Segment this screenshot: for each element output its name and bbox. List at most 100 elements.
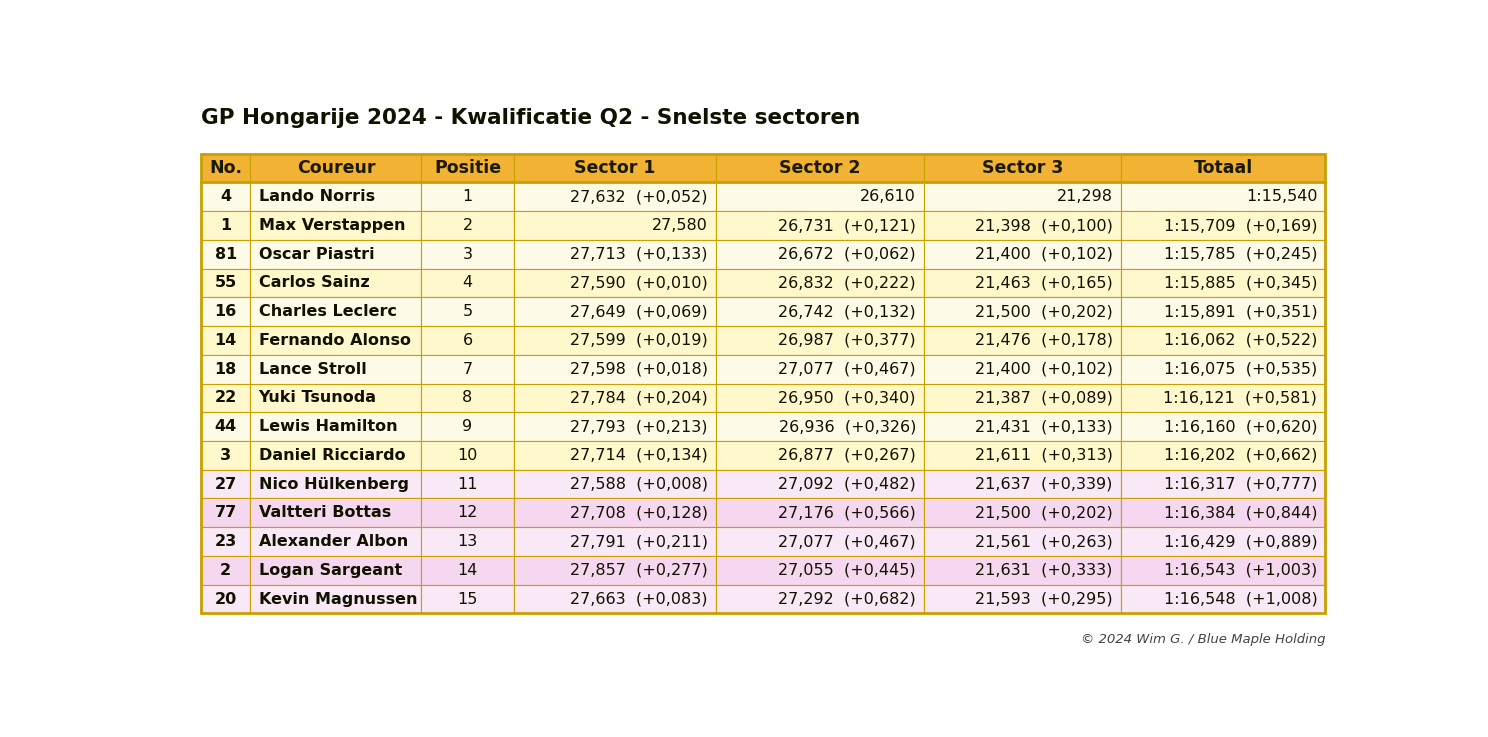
Text: Sector 1: Sector 1 [574, 159, 656, 177]
Text: 23: 23 [214, 534, 237, 549]
Bar [201, 268, 250, 297]
Bar [421, 412, 513, 441]
Bar [513, 354, 716, 383]
Text: 2: 2 [220, 563, 231, 578]
Bar [716, 154, 924, 183]
Text: 27,599  (+0,019): 27,599 (+0,019) [570, 333, 708, 348]
Bar [201, 556, 250, 584]
Text: 1:16,062  (+0,522): 1:16,062 (+0,522) [1164, 333, 1317, 348]
Text: 21,387  (+0,089): 21,387 (+0,089) [975, 391, 1113, 405]
Text: 1: 1 [220, 218, 231, 233]
Bar [250, 527, 421, 556]
Bar [513, 268, 716, 297]
Bar [716, 183, 924, 212]
Text: 1:16,202  (+0,662): 1:16,202 (+0,662) [1164, 448, 1317, 463]
Text: 18: 18 [214, 362, 237, 377]
Text: 6: 6 [463, 333, 473, 348]
Bar [201, 383, 250, 412]
Bar [1120, 527, 1326, 556]
Bar [513, 441, 716, 469]
Bar [201, 441, 250, 469]
Bar [421, 441, 513, 469]
Bar [513, 556, 716, 584]
Bar [201, 326, 250, 354]
Bar [1120, 498, 1326, 527]
Text: Lando Norris: Lando Norris [259, 189, 375, 204]
Text: Carlos Sainz: Carlos Sainz [259, 276, 369, 290]
Text: 1:15,885  (+0,345): 1:15,885 (+0,345) [1164, 276, 1317, 290]
Bar [924, 527, 1120, 556]
Bar [513, 498, 716, 527]
Text: 14: 14 [214, 333, 237, 348]
Bar [716, 527, 924, 556]
Text: 27,580: 27,580 [652, 218, 708, 233]
Text: 27,793  (+0,213): 27,793 (+0,213) [570, 419, 708, 434]
Text: 27,663  (+0,083): 27,663 (+0,083) [570, 592, 708, 607]
Text: 4: 4 [220, 189, 231, 204]
Text: 1:16,548  (+1,008): 1:16,548 (+1,008) [1164, 592, 1317, 607]
Text: 15: 15 [457, 592, 478, 607]
Text: 1:16,160  (+0,620): 1:16,160 (+0,620) [1164, 419, 1317, 434]
Bar [924, 354, 1120, 383]
Bar [201, 212, 250, 240]
Text: 21,298: 21,298 [1056, 189, 1113, 204]
Text: 26,742  (+0,132): 26,742 (+0,132) [778, 304, 917, 319]
Text: 3: 3 [463, 247, 473, 262]
Text: 26,950  (+0,340): 26,950 (+0,340) [778, 391, 917, 405]
Text: 12: 12 [457, 506, 478, 520]
Text: 14: 14 [457, 563, 478, 578]
Bar [250, 240, 421, 268]
Text: Sector 2: Sector 2 [780, 159, 860, 177]
Bar [924, 383, 1120, 412]
Text: 7: 7 [463, 362, 473, 377]
Bar [421, 240, 513, 268]
Bar [250, 326, 421, 354]
Text: 1:16,317  (+0,777): 1:16,317 (+0,777) [1164, 477, 1317, 492]
Text: 27,092  (+0,482): 27,092 (+0,482) [778, 477, 917, 492]
Bar [924, 297, 1120, 326]
Text: 1: 1 [463, 189, 473, 204]
Text: 27,713  (+0,133): 27,713 (+0,133) [570, 247, 708, 262]
Text: 10: 10 [457, 448, 478, 463]
Bar [1120, 354, 1326, 383]
Text: 21,637  (+0,339): 21,637 (+0,339) [975, 477, 1113, 492]
Text: 26,877  (+0,267): 26,877 (+0,267) [778, 448, 917, 463]
Bar [421, 297, 513, 326]
Bar [421, 469, 513, 498]
Bar [513, 154, 716, 183]
Bar [201, 498, 250, 527]
Bar [716, 297, 924, 326]
Text: 9: 9 [463, 419, 473, 434]
Text: 1:15,540: 1:15,540 [1245, 189, 1317, 204]
Text: 27,649  (+0,069): 27,649 (+0,069) [570, 304, 708, 319]
Text: 27,632  (+0,052): 27,632 (+0,052) [570, 189, 708, 204]
Bar [250, 584, 421, 613]
Text: 26,936  (+0,326): 26,936 (+0,326) [778, 419, 917, 434]
Text: Positie: Positie [434, 159, 501, 177]
Text: © 2024 Wim G. / Blue Maple Holding: © 2024 Wim G. / Blue Maple Holding [1080, 633, 1326, 646]
Bar [201, 584, 250, 613]
Text: 44: 44 [214, 419, 237, 434]
Bar [421, 527, 513, 556]
Bar [924, 268, 1120, 297]
Text: 27,598  (+0,018): 27,598 (+0,018) [570, 362, 708, 377]
Bar [421, 383, 513, 412]
Bar [716, 212, 924, 240]
Text: 11: 11 [457, 477, 478, 492]
Text: 1:16,075  (+0,535): 1:16,075 (+0,535) [1164, 362, 1317, 377]
Text: 22: 22 [214, 391, 237, 405]
Text: 16: 16 [214, 304, 237, 319]
Text: 21,400  (+0,102): 21,400 (+0,102) [975, 362, 1113, 377]
Text: 21,631  (+0,333): 21,631 (+0,333) [975, 563, 1113, 578]
Bar [250, 212, 421, 240]
Bar [250, 268, 421, 297]
Bar [513, 240, 716, 268]
Text: 77: 77 [214, 506, 237, 520]
Bar [201, 240, 250, 268]
Bar [924, 183, 1120, 212]
Text: 20: 20 [214, 592, 237, 607]
Text: 27,292  (+0,682): 27,292 (+0,682) [778, 592, 917, 607]
Text: 21,463  (+0,165): 21,463 (+0,165) [975, 276, 1113, 290]
Bar [1120, 240, 1326, 268]
Text: 27,176  (+0,566): 27,176 (+0,566) [778, 506, 917, 520]
